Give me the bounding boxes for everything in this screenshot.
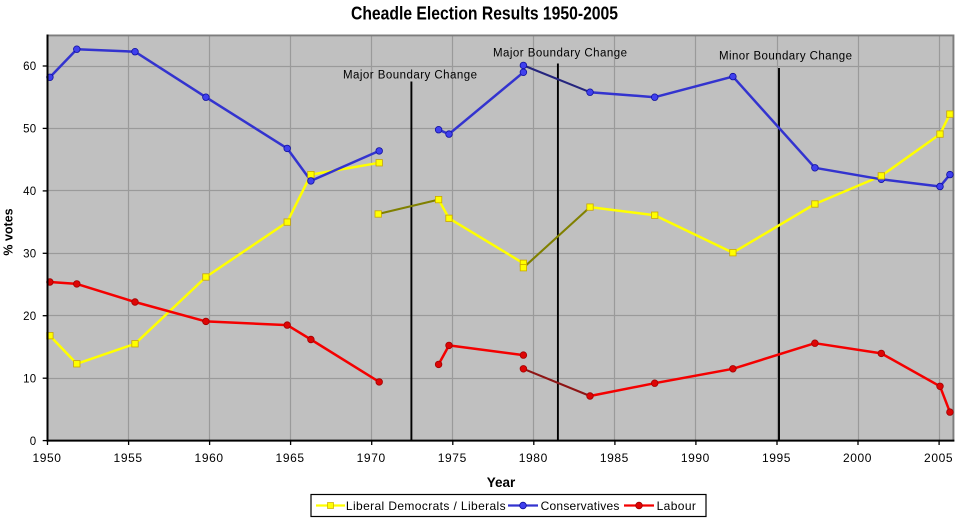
svg-text:2000: 2000: [843, 451, 872, 465]
svg-text:0: 0: [30, 436, 37, 448]
svg-text:10: 10: [23, 373, 36, 385]
svg-text:1975: 1975: [438, 451, 467, 465]
svg-text:Major Boundary Change: Major Boundary Change: [493, 47, 627, 59]
svg-text:% votes: % votes: [2, 208, 16, 255]
svg-text:1995: 1995: [762, 451, 791, 465]
svg-text:1960: 1960: [195, 451, 224, 465]
svg-text:Major Boundary Change: Major Boundary Change: [343, 69, 477, 81]
svg-text:Conservatives: Conservatives: [541, 499, 620, 513]
svg-text:1965: 1965: [276, 451, 305, 465]
svg-text:50: 50: [23, 124, 36, 136]
svg-text:1985: 1985: [600, 451, 629, 465]
svg-text:60: 60: [23, 61, 36, 73]
svg-text:2005: 2005: [924, 451, 953, 465]
svg-text:1950: 1950: [32, 451, 61, 465]
svg-text:Cheadle Election Results 1950-: Cheadle Election Results 1950-2005: [351, 4, 618, 24]
svg-text:20: 20: [23, 311, 36, 323]
svg-text:Minor Boundary Change: Minor Boundary Change: [719, 50, 852, 62]
svg-text:1980: 1980: [519, 451, 548, 465]
svg-text:1970: 1970: [357, 451, 386, 465]
svg-text:Labour: Labour: [657, 499, 696, 513]
svg-text:Liberal Democrats / Liberals: Liberal Democrats / Liberals: [346, 499, 506, 513]
svg-text:1990: 1990: [681, 451, 710, 465]
svg-text:Year: Year: [487, 475, 516, 490]
svg-text:30: 30: [23, 249, 36, 261]
svg-text:40: 40: [23, 186, 36, 198]
svg-text:1955: 1955: [114, 451, 143, 465]
